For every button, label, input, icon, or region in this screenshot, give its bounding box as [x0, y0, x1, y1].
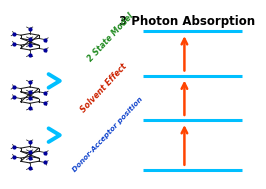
Text: 2 State Model: 2 State Model — [86, 11, 135, 63]
Text: 3 Photon Absorption: 3 Photon Absorption — [119, 15, 255, 28]
Text: Donor-Acceptor position: Donor-Acceptor position — [71, 96, 144, 173]
Text: Solvent Effect: Solvent Effect — [79, 62, 129, 115]
